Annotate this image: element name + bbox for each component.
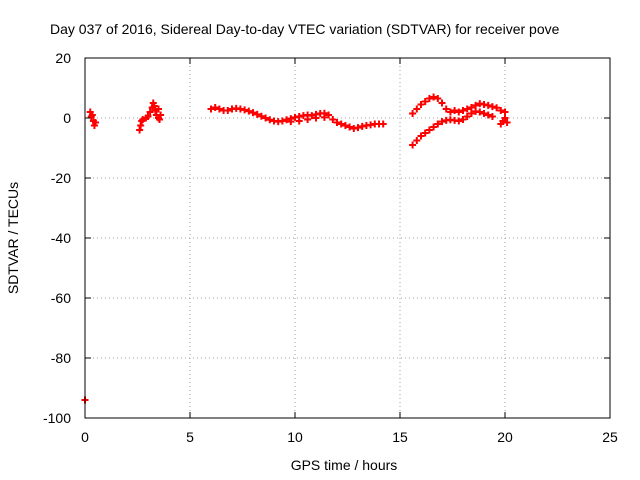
tick-labels: 0 5 10 15 20 25 -100 -80 -60 -40 -20 0 20	[43, 50, 618, 445]
data-point	[308, 112, 316, 120]
data-point	[459, 107, 467, 114]
grid	[85, 58, 610, 418]
data-point	[92, 119, 99, 126]
data-point	[157, 111, 165, 119]
y-tick-label: 0	[63, 110, 71, 126]
data-point	[438, 118, 446, 126]
y-tick-label: -80	[51, 350, 71, 366]
axis-ticks	[84, 57, 611, 419]
data-point	[278, 117, 286, 125]
x-tick-label: 10	[287, 429, 303, 445]
data-point	[488, 113, 496, 120]
data-point	[421, 98, 429, 105]
data-point	[144, 113, 152, 120]
data-point	[425, 95, 433, 102]
data-point	[304, 116, 312, 123]
data-point	[341, 122, 349, 129]
data-point	[346, 123, 354, 131]
data-point	[438, 99, 446, 107]
data-point	[224, 107, 232, 114]
data-point	[501, 108, 509, 116]
chart-title: Day 037 of 2016, Sidereal Day-to-day VTE…	[50, 21, 560, 37]
data-point	[409, 141, 417, 149]
data-point	[295, 117, 303, 125]
data-point	[379, 120, 387, 128]
data-point	[421, 129, 429, 137]
data-point	[211, 104, 219, 111]
data-point	[150, 102, 158, 110]
data-point	[467, 104, 475, 111]
data-point	[463, 105, 471, 113]
data-point	[434, 120, 442, 128]
data-point	[480, 110, 488, 117]
data-point	[451, 107, 459, 114]
y-tick-label: -60	[51, 290, 71, 306]
data-point	[446, 108, 454, 116]
data-point	[409, 110, 417, 117]
data-point	[215, 105, 223, 113]
data-point	[417, 101, 425, 108]
plot-frame	[84, 57, 611, 419]
data-point	[484, 111, 492, 119]
data-point	[455, 108, 463, 116]
data-point	[337, 120, 345, 128]
data-point	[430, 123, 438, 131]
data-point	[417, 132, 425, 140]
x-tick-label: 0	[81, 429, 89, 445]
data-point	[501, 114, 509, 122]
data-point	[253, 110, 261, 118]
data-point	[442, 105, 450, 113]
data-point	[137, 122, 145, 129]
data-point	[354, 124, 362, 132]
data-point	[333, 119, 341, 126]
data-point	[493, 104, 501, 112]
data-point	[425, 126, 433, 134]
data-point	[467, 110, 475, 117]
data-point	[241, 106, 249, 114]
x-tick-label: 20	[497, 429, 513, 445]
data-point	[497, 107, 505, 114]
data-point	[472, 101, 480, 109]
data-point	[266, 116, 274, 124]
data-point	[262, 114, 270, 122]
x-tick-label: 25	[602, 429, 618, 445]
data-point	[156, 116, 164, 123]
data-point	[329, 116, 337, 123]
y-tick-label: -40	[51, 230, 71, 246]
data-point	[207, 105, 215, 113]
data-point	[484, 101, 492, 109]
data-point	[283, 116, 291, 124]
data-point	[455, 117, 463, 125]
y-axis-title: SDTVAR / TECUs	[5, 182, 21, 294]
data-point	[413, 105, 421, 113]
data-point	[249, 109, 257, 117]
data-point	[320, 113, 328, 121]
y-tick-label: -100	[43, 410, 71, 426]
data-point	[503, 119, 511, 126]
data-point	[312, 114, 320, 122]
data-point	[155, 105, 162, 113]
x-axis-title: GPS time / hours	[291, 457, 398, 473]
data-point	[136, 126, 144, 134]
data-point	[430, 93, 438, 101]
data-point	[146, 108, 154, 116]
data-point	[88, 111, 96, 119]
data-point	[245, 107, 253, 115]
data-point	[413, 137, 421, 144]
data-points	[81, 93, 511, 404]
y-tick-label: -20	[51, 170, 71, 186]
data-point	[325, 111, 333, 119]
data-point	[459, 116, 467, 123]
x-tick-label: 15	[392, 429, 408, 445]
data-point	[476, 108, 484, 116]
y-tick-label: 20	[55, 50, 71, 66]
x-tick-label: 5	[186, 429, 194, 445]
data-point	[463, 113, 471, 120]
data-point	[287, 118, 295, 126]
data-point	[488, 103, 496, 111]
data-point	[257, 112, 265, 120]
data-point	[434, 95, 442, 102]
